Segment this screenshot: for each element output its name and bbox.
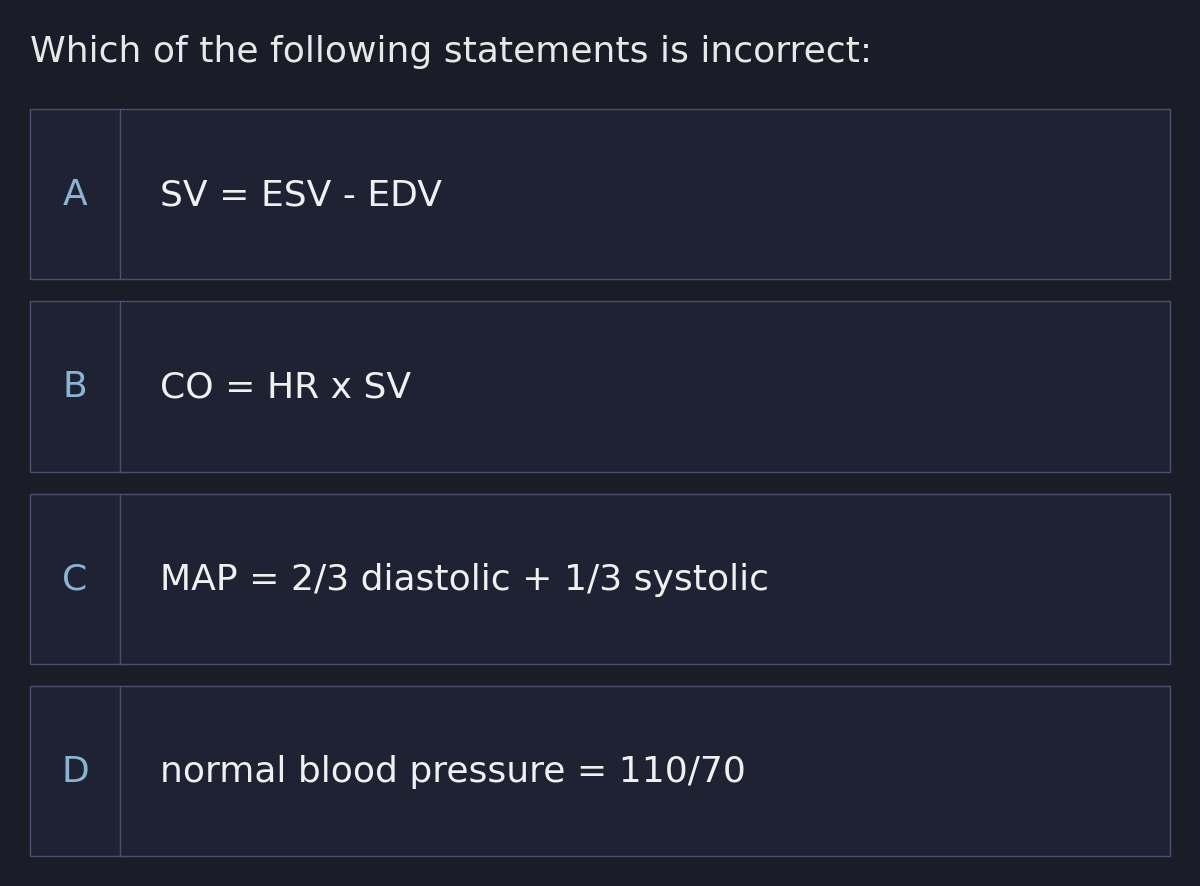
Text: C: C <box>62 562 88 596</box>
Text: SV = ESV - EDV: SV = ESV - EDV <box>160 178 442 212</box>
Text: B: B <box>62 370 88 404</box>
FancyBboxPatch shape <box>30 302 1170 472</box>
Text: CO = HR x SV: CO = HR x SV <box>160 370 412 404</box>
Text: MAP = 2/3 diastolic + 1/3 systolic: MAP = 2/3 diastolic + 1/3 systolic <box>160 562 769 596</box>
Text: normal blood pressure = 110/70: normal blood pressure = 110/70 <box>160 754 746 788</box>
Text: Which of the following statements is incorrect:: Which of the following statements is inc… <box>30 35 872 69</box>
FancyBboxPatch shape <box>30 686 1170 856</box>
FancyBboxPatch shape <box>30 110 1170 280</box>
FancyBboxPatch shape <box>30 494 1170 664</box>
Text: D: D <box>61 754 89 788</box>
Text: A: A <box>62 178 88 212</box>
